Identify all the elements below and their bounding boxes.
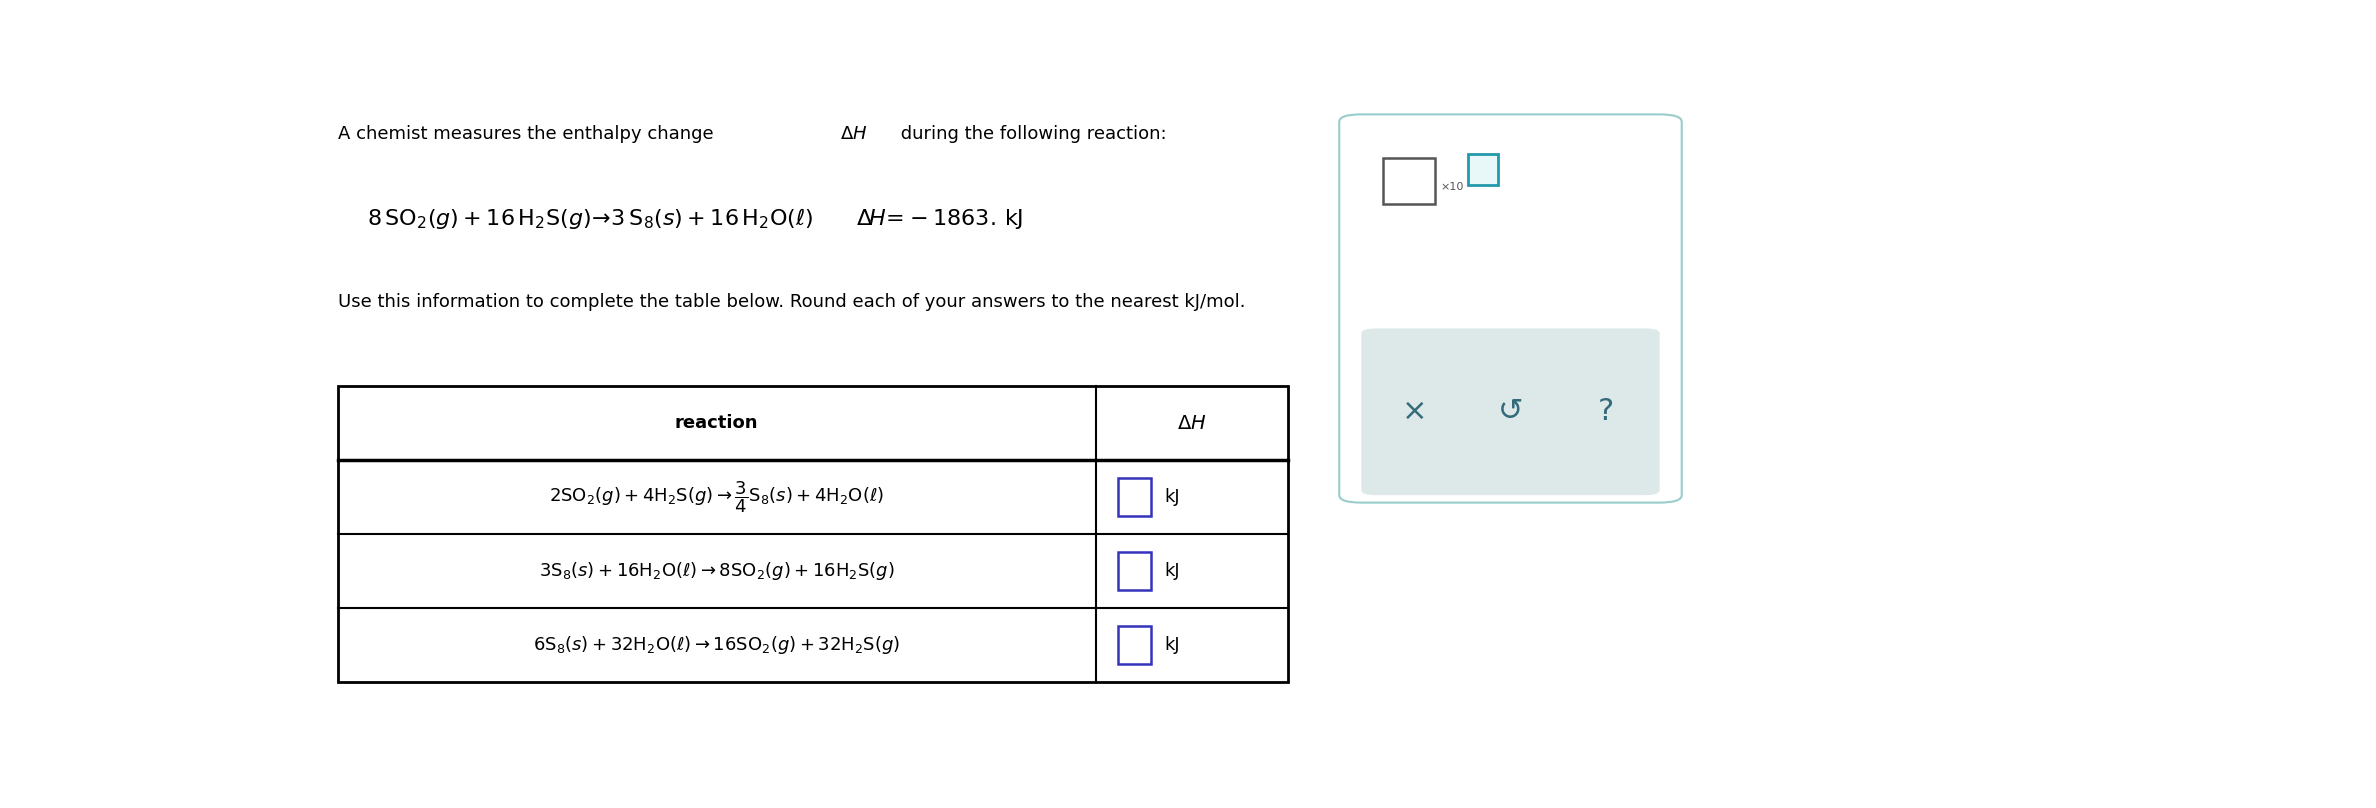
Text: $3\mathrm{S_8}(s) + 16\mathrm{H_2O}(\ell) \rightarrow 8\mathrm{SO_2}(g) + 16\mat: $3\mathrm{S_8}(s) + 16\mathrm{H_2O}(\ell…: [539, 560, 893, 582]
Text: $8\,\mathrm{SO_2}(g) + 16\,\mathrm{H_2S}(g) \!\rightarrow\! 3\,\mathrm{S_8}(s) +: $8\,\mathrm{SO_2}(g) + 16\,\mathrm{H_2S}…: [366, 206, 1024, 231]
Bar: [1119, 478, 1152, 516]
Text: ×: ×: [1402, 398, 1428, 427]
Text: A chemist measures the enthalpy change: A chemist measures the enthalpy change: [337, 125, 720, 143]
Bar: [1468, 154, 1497, 185]
Text: $2\mathrm{SO_2}(g) + 4\mathrm{H_2S}(g) \rightarrow \dfrac{3}{4}\mathrm{S_8}(s) +: $2\mathrm{SO_2}(g) + 4\mathrm{H_2S}(g) \…: [549, 479, 884, 515]
Text: during the following reaction:: during the following reaction:: [896, 125, 1167, 143]
Text: kJ: kJ: [1164, 562, 1181, 580]
Bar: [1119, 626, 1152, 663]
Text: $\Delta H$: $\Delta H$: [841, 125, 867, 143]
Text: ↺: ↺: [1497, 398, 1523, 427]
Text: reaction: reaction: [675, 415, 758, 432]
FancyBboxPatch shape: [1340, 115, 1682, 503]
Text: kJ: kJ: [1164, 488, 1181, 506]
Text: ?: ?: [1597, 398, 1613, 427]
Text: $\Delta H$: $\Delta H$: [1176, 414, 1207, 433]
Bar: [337, 386, 1288, 682]
Bar: [1119, 553, 1152, 590]
Text: ×10: ×10: [1440, 182, 1464, 192]
Bar: [1383, 158, 1435, 204]
Text: Use this information to complete the table below. Round each of your answers to : Use this information to complete the tab…: [337, 293, 1245, 311]
Text: $6\mathrm{S_8}(s) + 32\mathrm{H_2O}(\ell) \rightarrow 16\mathrm{SO_2}(g) + 32\ma: $6\mathrm{S_8}(s) + 32\mathrm{H_2O}(\ell…: [532, 633, 901, 656]
FancyBboxPatch shape: [1361, 328, 1658, 495]
Text: kJ: kJ: [1164, 636, 1181, 654]
